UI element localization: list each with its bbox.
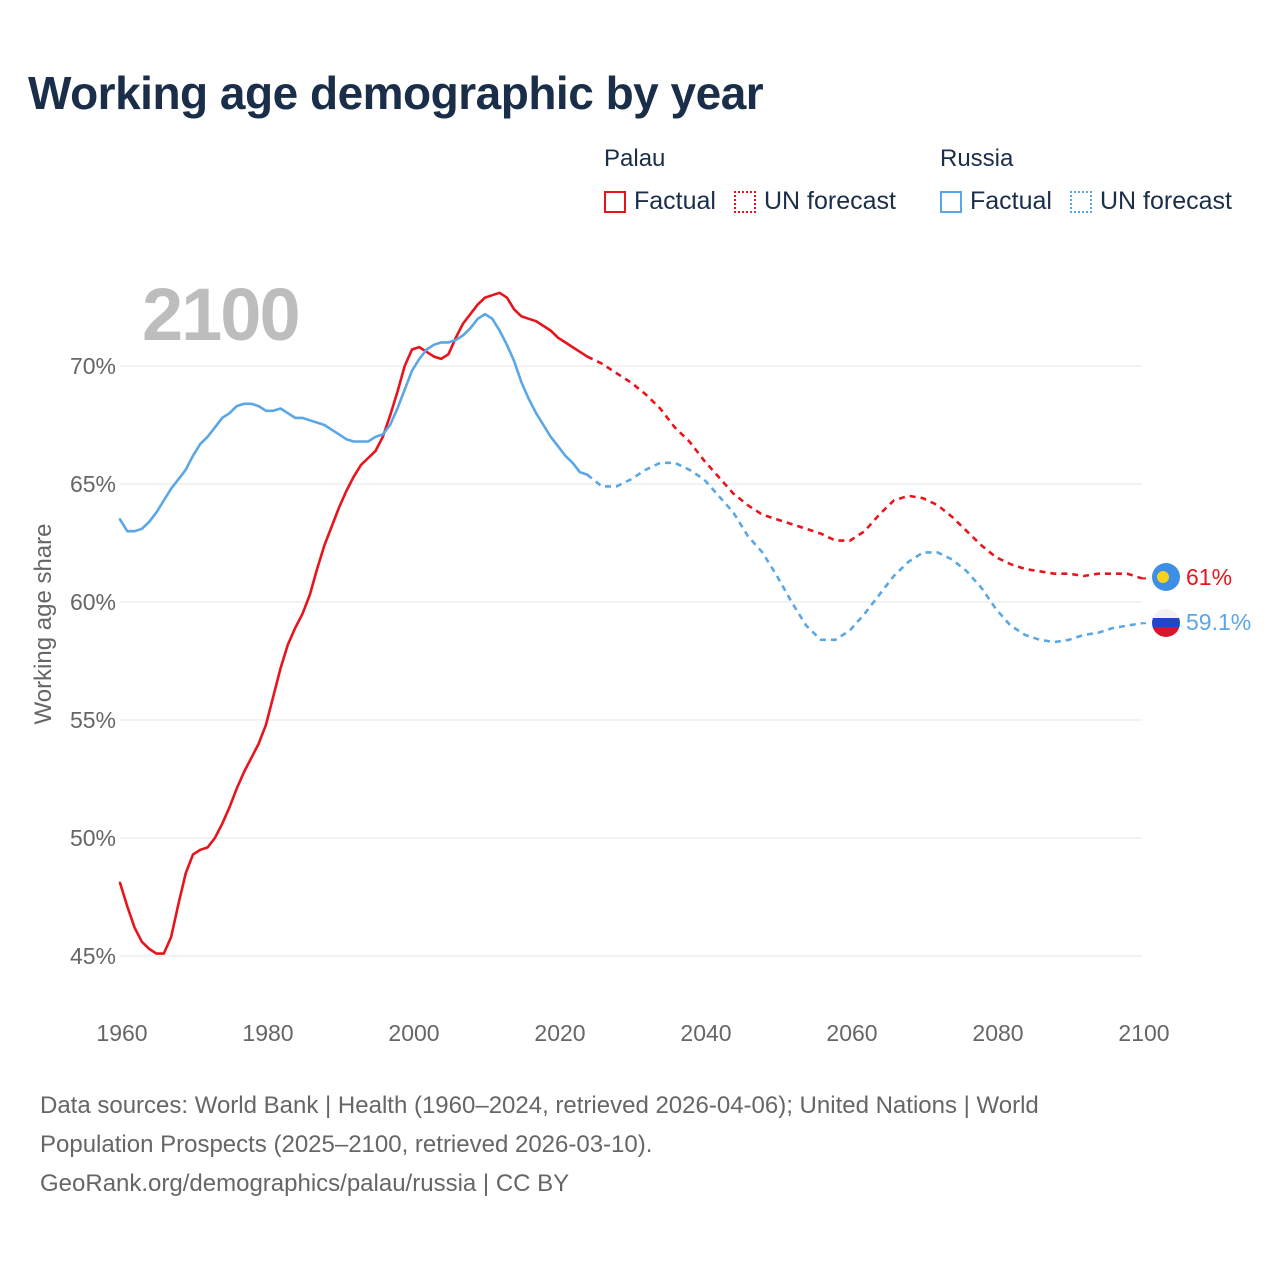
palau-forecast-line[interactable]	[586, 355, 1143, 580]
y-tick-label: 45%	[70, 943, 116, 969]
footer-sources: Data sources: World Bank | Health (1960–…	[40, 1086, 1220, 1203]
legend-country-label: Russia	[940, 145, 1014, 172]
y-tick-label: 70%	[70, 353, 116, 379]
legend-group-russia: Russia Factual UN forecast	[940, 145, 1232, 216]
legend-label: UN forecast	[763, 187, 896, 215]
x-tick-label: 2040	[680, 1020, 731, 1046]
x-tick-label: 2080	[972, 1020, 1023, 1046]
chart-title: Working age demographic by year	[28, 67, 764, 119]
footer-line[interactable]: GeoRank.org/demographics/palau/russia | …	[40, 1170, 570, 1197]
footer-line: Population Prospects (2025–2100, retriev…	[40, 1131, 653, 1158]
russia-forecast-line[interactable]	[586, 461, 1143, 644]
x-tick-label: 1960	[96, 1020, 147, 1046]
x-tick-label: 2060	[826, 1020, 877, 1046]
y-tick-label: 50%	[70, 825, 116, 851]
russia-flag-icon	[1151, 608, 1181, 638]
legend-item-russia-factual[interactable]: Factual	[940, 187, 1052, 216]
x-tick-label: 2100	[1118, 1020, 1169, 1046]
x-tick-label: 2000	[388, 1020, 439, 1046]
palau-end-value-label: 61%	[1186, 564, 1232, 590]
palau-factual-line[interactable]	[118, 291, 589, 955]
legend-group-palau: Palau Factual UN forecast	[604, 145, 914, 216]
legend-swatch-solid	[604, 190, 626, 213]
legend-label: Factual	[970, 187, 1052, 215]
legend-item-palau-forecast[interactable]: UN forecast	[733, 187, 896, 216]
legend-label: Factual	[634, 187, 716, 215]
y-tick-label: 60%	[70, 589, 116, 615]
russia-end-value-label: 59.1%	[1186, 609, 1251, 635]
legend-item-russia-forecast[interactable]: UN forecast	[1069, 187, 1232, 216]
legend-country-label: Palau	[604, 145, 666, 172]
y-tick-label: 65%	[70, 471, 116, 497]
legend-swatch-solid	[940, 190, 962, 213]
footer-line: Data sources: World Bank | Health (1960–…	[40, 1092, 1039, 1119]
legend-swatch-dotted	[733, 190, 756, 213]
legend-label: UN forecast	[1099, 187, 1232, 215]
legend-swatch-dotted	[1069, 190, 1092, 213]
russia-factual-line[interactable]	[118, 312, 589, 533]
year-watermark: 2100	[142, 273, 301, 356]
x-tick-label: 1980	[242, 1020, 293, 1046]
y-tick-label: 55%	[70, 707, 116, 733]
palau-flag-icon	[1151, 562, 1181, 592]
legend-item-palau-factual[interactable]: Factual	[604, 187, 716, 216]
x-tick-label: 2020	[534, 1020, 585, 1046]
